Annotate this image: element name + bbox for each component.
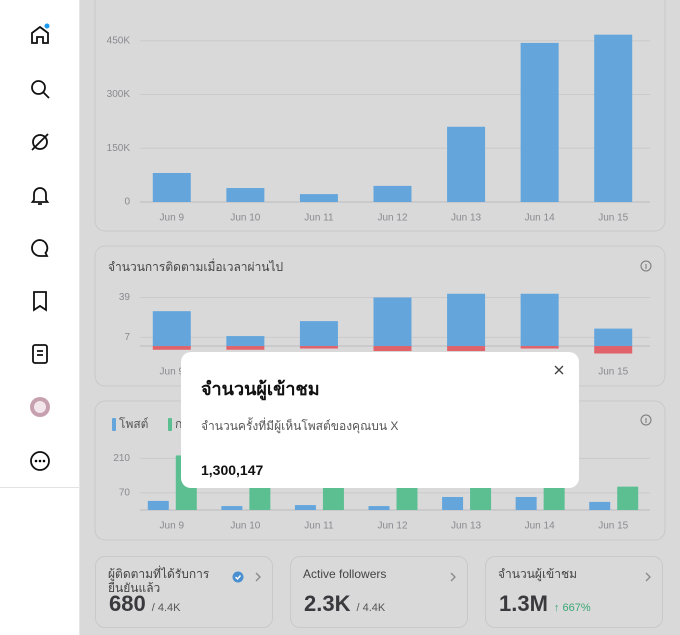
x-tick-label: Jun 14 (525, 521, 555, 532)
chevron (255, 572, 261, 582)
x-tick-label: Jun 10 (230, 213, 260, 224)
legend-label: โพสต์ (119, 417, 148, 431)
home-icon[interactable] (28, 23, 52, 47)
y-tick-label: 39 (119, 292, 131, 303)
modal-value: 1,300,147 (201, 462, 264, 478)
legend-swatch (168, 418, 172, 431)
bar (226, 188, 265, 202)
bar (373, 297, 412, 347)
bar (543, 487, 565, 510)
bar (373, 185, 412, 202)
bar (515, 496, 537, 510)
bar (594, 346, 633, 354)
bar (226, 336, 265, 347)
x-tick-label: Jun 9 (160, 521, 185, 532)
info-icon[interactable] (640, 260, 652, 272)
x-tick-label: Jun 11 (304, 521, 334, 532)
close-button[interactable] (553, 364, 565, 376)
profile-avatar[interactable] (28, 395, 52, 419)
chart-card (94, 0, 666, 232)
bookmarks-icon[interactable] (28, 289, 52, 313)
sidebar (0, 0, 80, 635)
notifications-icon[interactable] (28, 183, 52, 207)
x-tick-label: Jun 9 (160, 213, 185, 224)
y-tick-label: 300K (107, 89, 131, 100)
bar (447, 126, 486, 202)
stat-card[interactable]: ผู้ติดตามที่ได้รับการยืนยันแล้ว 680 / 4.4… (95, 556, 273, 628)
search-icon[interactable] (28, 77, 52, 101)
x-tick-label: Jun 12 (377, 521, 407, 532)
chevron (450, 572, 456, 582)
x-tick-label: Jun 9 (160, 367, 185, 378)
bar (373, 346, 412, 352)
card-total: / 4.4K (356, 602, 386, 614)
y-tick-label: 450K (107, 35, 131, 46)
bar (152, 311, 191, 347)
stat-card[interactable]: Active followers 2.3K / 4.4K (290, 556, 468, 628)
x-tick-label: Jun 12 (377, 213, 407, 224)
lists-icon[interactable] (28, 342, 52, 366)
card-title: ผู้ติดตามที่ได้รับการยืนยันแล้ว (108, 567, 210, 595)
bar (520, 346, 559, 349)
info-icon[interactable] (640, 414, 652, 426)
y-tick-label: 70 (119, 487, 131, 498)
card-value: 680 (109, 591, 146, 616)
bar (442, 496, 464, 510)
bar (520, 293, 559, 347)
card-title: Active followers (303, 567, 387, 581)
bar (152, 172, 191, 202)
grok-icon[interactable] (28, 130, 52, 154)
y-tick-label: 7 (124, 332, 130, 343)
y-tick-label: 210 (113, 453, 130, 464)
bar (299, 321, 338, 347)
bar (221, 506, 243, 510)
bar (322, 487, 344, 510)
bar (447, 346, 486, 352)
x-tick-label: Jun 11 (304, 213, 334, 224)
card-title: จำนวนผู้เข้าชม (498, 567, 578, 581)
bar (249, 487, 271, 510)
bar (470, 487, 492, 510)
card-change: ↑ 667% (553, 602, 591, 614)
x-tick-label: Jun 13 (451, 521, 481, 532)
x-tick-label: Jun 15 (598, 521, 628, 532)
chevron (645, 572, 651, 582)
bar (226, 346, 265, 350)
card-value: 2.3K (304, 591, 351, 616)
bar (617, 486, 639, 510)
legend-swatch (112, 418, 116, 431)
bar (299, 346, 338, 349)
stat-card[interactable]: จำนวนผู้เข้าชม 1.3M ↑ 667% (485, 556, 663, 628)
tooltip-modal: จำนวนผู้เข้าชม จำนวนครั้งที่มีผู้เห็นโพส… (181, 352, 579, 488)
x-tick-label: Jun 15 (598, 213, 628, 224)
chart-title: จำนวนการติดตามเมื่อเวลาผ่านไป (108, 258, 283, 274)
sidebar-divider (0, 487, 79, 488)
modal-title: จำนวนผู้เข้าชม (201, 379, 320, 399)
bar (594, 328, 633, 347)
y-tick-label: 150K (107, 143, 131, 154)
bar (447, 293, 486, 347)
bar (299, 194, 338, 202)
x-tick-label: Jun 10 (230, 521, 260, 532)
x-tick-label: Jun 13 (451, 213, 481, 224)
bar (294, 505, 316, 510)
x-tick-label: Jun 14 (525, 213, 555, 224)
card-value: 1.3M (499, 591, 548, 616)
bar (396, 487, 418, 510)
more-icon[interactable] (28, 449, 52, 473)
card-total: / 4.4K (151, 602, 181, 614)
bar (368, 506, 390, 510)
modal-description: จำนวนครั้งที่มีผู้เห็นโพสต์ของคุณบน X (201, 419, 399, 433)
y-tick-label: 0 (124, 197, 130, 208)
bar (594, 34, 633, 203)
verified-badge (232, 571, 244, 583)
bar (520, 42, 559, 203)
x-tick-label: Jun 15 (598, 367, 628, 378)
bar (147, 500, 169, 510)
bar (589, 501, 611, 510)
messages-icon[interactable] (28, 236, 52, 260)
bar (152, 346, 191, 350)
